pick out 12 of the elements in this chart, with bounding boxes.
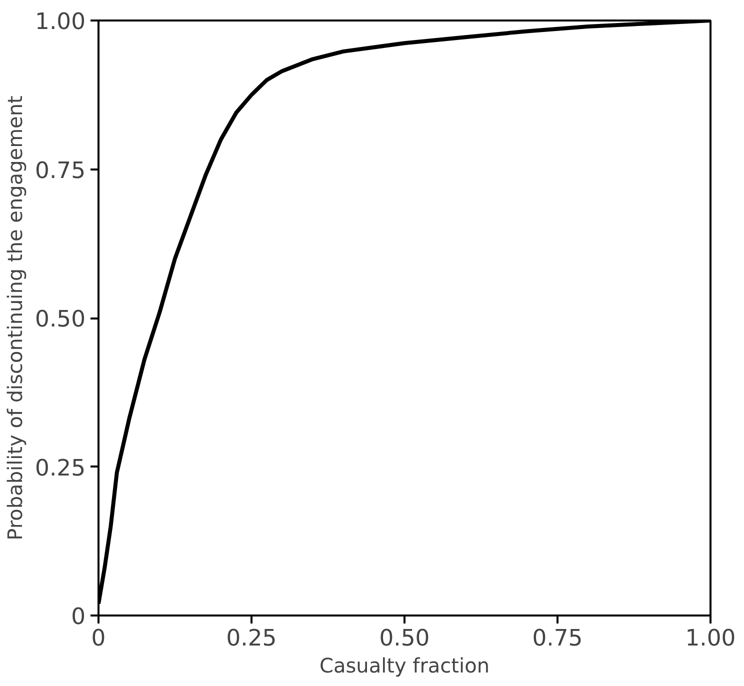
y-tick-label: 0 bbox=[71, 604, 86, 630]
x-tick-label: 0.50 bbox=[379, 626, 430, 652]
y-tick-label: 0.25 bbox=[35, 455, 86, 482]
x-tick-label: 1.00 bbox=[685, 626, 736, 652]
x-axis-title: Casualty fraction bbox=[320, 654, 490, 678]
y-axis-title: Probability of discontinuing the engagement bbox=[3, 95, 28, 540]
x-tick-label: 0 bbox=[91, 626, 106, 652]
y-tick-label: 1.00 bbox=[35, 9, 86, 35]
y-tick-label: 0.75 bbox=[35, 158, 86, 184]
x-tick-label: 0.25 bbox=[226, 626, 277, 652]
x-tick-label: 0.75 bbox=[532, 626, 583, 652]
y-tick-label: 0.50 bbox=[35, 306, 86, 332]
